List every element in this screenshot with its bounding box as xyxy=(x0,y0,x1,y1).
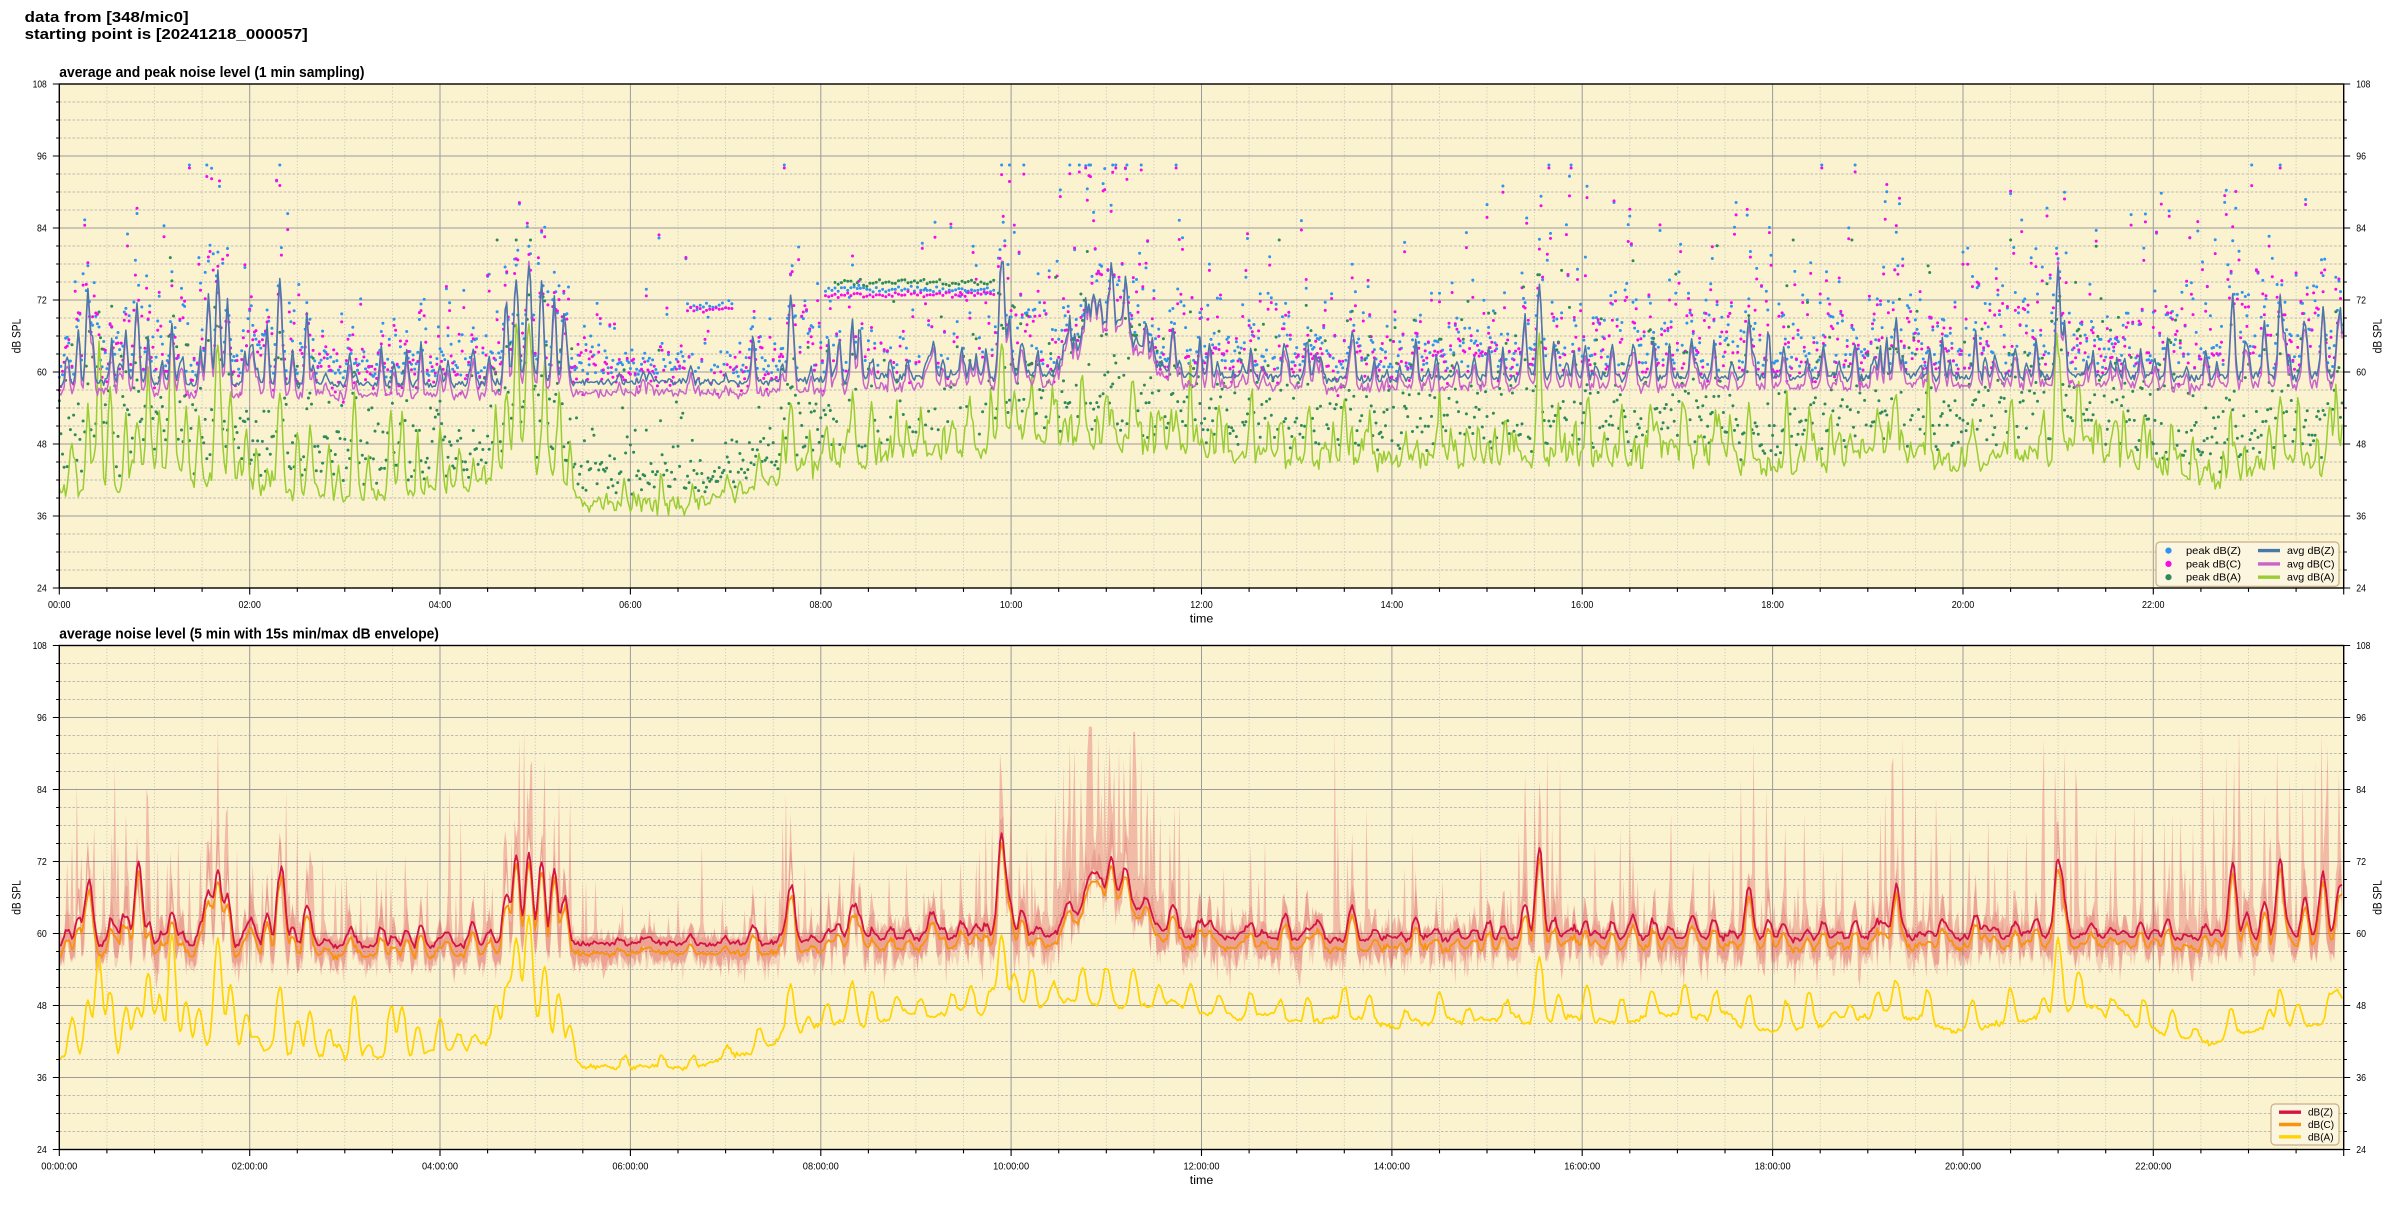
svg-text:04:00:00: 04:00:00 xyxy=(422,1162,458,1173)
svg-text:96: 96 xyxy=(2356,713,2366,724)
svg-text:60: 60 xyxy=(2356,368,2366,379)
svg-text:00:00:00: 00:00:00 xyxy=(41,1162,77,1173)
svg-text:36: 36 xyxy=(2356,512,2366,523)
svg-text:02:00: 02:00 xyxy=(238,600,261,611)
svg-text:avg dB(A): avg dB(A) xyxy=(2287,573,2335,584)
svg-text:16:00: 16:00 xyxy=(1571,600,1594,611)
svg-text:96: 96 xyxy=(37,152,47,163)
svg-text:00:00: 00:00 xyxy=(48,600,71,611)
svg-text:60: 60 xyxy=(37,929,47,940)
svg-text:84: 84 xyxy=(37,785,47,796)
svg-text:avg dB(Z): avg dB(Z) xyxy=(2287,546,2335,557)
svg-text:20:00:00: 20:00:00 xyxy=(1945,1162,1981,1173)
svg-text:06:00: 06:00 xyxy=(619,600,642,611)
svg-text:24: 24 xyxy=(2356,1145,2366,1156)
svg-text:96: 96 xyxy=(2356,152,2366,163)
svg-text:dB SPL: dB SPL xyxy=(2373,880,2385,915)
svg-text:14:00:00: 14:00:00 xyxy=(1374,1162,1410,1173)
svg-text:72: 72 xyxy=(37,296,47,307)
svg-text:108: 108 xyxy=(2356,641,2371,652)
svg-text:72: 72 xyxy=(2356,296,2366,307)
svg-text:02:00:00: 02:00:00 xyxy=(232,1162,268,1173)
svg-text:22:00:00: 22:00:00 xyxy=(2135,1162,2171,1173)
svg-text:10:00: 10:00 xyxy=(1000,600,1023,611)
svg-text:10:00:00: 10:00:00 xyxy=(993,1162,1029,1173)
svg-text:48: 48 xyxy=(2356,1001,2366,1012)
svg-text:84: 84 xyxy=(37,224,47,235)
svg-text:36: 36 xyxy=(37,1073,47,1084)
svg-text:108: 108 xyxy=(33,80,48,91)
svg-text:04:00: 04:00 xyxy=(429,600,452,611)
svg-text:dB SPL: dB SPL xyxy=(12,880,24,915)
svg-text:08:00:00: 08:00:00 xyxy=(803,1162,839,1173)
svg-text:72: 72 xyxy=(37,857,47,868)
svg-text:18:00: 18:00 xyxy=(1761,600,1784,611)
svg-text:60: 60 xyxy=(37,368,47,379)
svg-text:dB(A): dB(A) xyxy=(2308,1132,2334,1143)
svg-text:36: 36 xyxy=(2356,1073,2366,1084)
svg-text:average noise level (5 min wit: average noise level (5 min with 15s min/… xyxy=(59,625,439,642)
svg-text:108: 108 xyxy=(33,641,48,652)
svg-text:dB SPL: dB SPL xyxy=(2373,318,2385,353)
svg-text:48: 48 xyxy=(37,1001,47,1012)
svg-text:dB SPL: dB SPL xyxy=(12,318,24,353)
svg-text:20:00: 20:00 xyxy=(1952,600,1975,611)
svg-text:96: 96 xyxy=(37,713,47,724)
svg-text:16:00:00: 16:00:00 xyxy=(1564,1162,1600,1173)
svg-text:108: 108 xyxy=(2356,80,2371,91)
svg-text:data from [348/mic0]: data from [348/mic0] xyxy=(25,10,189,26)
svg-text:12:00: 12:00 xyxy=(1190,600,1213,611)
svg-text:24: 24 xyxy=(2356,584,2366,595)
svg-text:24: 24 xyxy=(37,1145,47,1156)
svg-text:dB(Z): dB(Z) xyxy=(2308,1108,2333,1119)
svg-text:peak dB(C): peak dB(C) xyxy=(2186,559,2241,570)
svg-text:84: 84 xyxy=(2356,785,2366,796)
svg-text:starting point is [20241218_00: starting point is [20241218_000057] xyxy=(25,27,308,43)
svg-text:06:00:00: 06:00:00 xyxy=(612,1162,648,1173)
svg-text:08:00: 08:00 xyxy=(810,600,833,611)
svg-text:84: 84 xyxy=(2356,224,2366,235)
svg-text:average and peak noise level (: average and peak noise level (1 min samp… xyxy=(59,64,364,81)
svg-text:24: 24 xyxy=(37,584,47,595)
svg-text:60: 60 xyxy=(2356,929,2366,940)
svg-text:peak dB(A): peak dB(A) xyxy=(2186,573,2241,584)
svg-text:48: 48 xyxy=(37,440,47,451)
svg-text:time: time xyxy=(1190,614,1214,626)
svg-text:dB(C): dB(C) xyxy=(2308,1120,2334,1131)
svg-text:18:00:00: 18:00:00 xyxy=(1755,1162,1791,1173)
svg-text:12:00:00: 12:00:00 xyxy=(1184,1162,1220,1173)
svg-text:36: 36 xyxy=(37,512,47,523)
svg-text:peak dB(Z): peak dB(Z) xyxy=(2186,546,2241,557)
svg-text:time: time xyxy=(1190,1175,1214,1187)
svg-text:22:00: 22:00 xyxy=(2142,600,2165,611)
svg-text:48: 48 xyxy=(2356,440,2366,451)
svg-text:avg dB(C): avg dB(C) xyxy=(2287,559,2335,570)
svg-text:72: 72 xyxy=(2356,857,2366,868)
svg-text:14:00: 14:00 xyxy=(1381,600,1404,611)
